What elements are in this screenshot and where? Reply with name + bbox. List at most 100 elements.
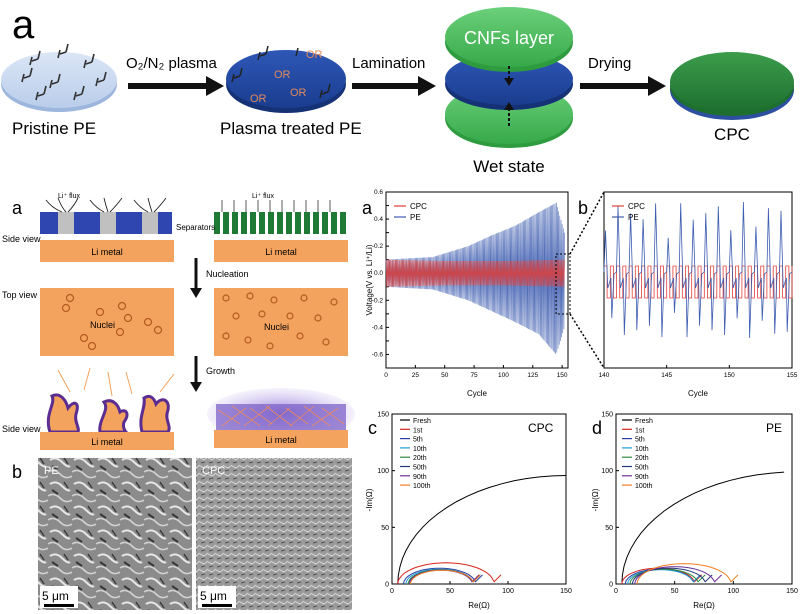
voltage-full-plot: 0 25 50 75 100 125 150 -0.6 -0.4 -0.2 0.0 0.2 0.4 0.6… — [372, 189, 568, 379]
eis-cpc-title: CPC — [528, 421, 554, 435]
scale-label-left: 5 μm — [42, 589, 69, 603]
eis-cpc-ylabel: -Im(Ω) — [365, 488, 374, 511]
li-metal-label-1: Li metal — [91, 247, 123, 257]
voltage-zoom-xtick-label: 140 — [599, 372, 610, 379]
eis-cpc-ytick-label: 50 — [381, 525, 389, 532]
li-metal-left — [40, 240, 174, 262]
scale-box-left — [40, 586, 78, 608]
voltage-full-frame — [385, 191, 569, 369]
plasma-treated-pe-disc: OR OR OR OR — [226, 45, 346, 113]
eis-pe-xtick-label: 150 — [786, 588, 798, 595]
eis-cpc-legend-label: 90th — [413, 474, 427, 481]
svg-text:OR: OR — [274, 69, 291, 81]
voltage-full-ytick-label: -0.4 — [372, 324, 384, 331]
sem-cpc-label: CPC — [202, 465, 225, 477]
scale-label-right: 5 μm — [200, 589, 227, 603]
eis-cpc-series-fresh — [397, 475, 567, 585]
eis-cpc-legend-label: 50th — [413, 465, 427, 472]
eis-cpc-xtick-label: 150 — [560, 588, 572, 595]
arrow3-label: Drying — [588, 55, 631, 72]
eis-pe-ytick-label: 100 — [601, 468, 613, 475]
eis-pe-legend-label: 50th — [635, 465, 649, 472]
sem-cpc-image — [196, 458, 352, 610]
wet-state-stack — [445, 7, 573, 148]
eis-pe-legend-label: 1st — [635, 427, 644, 434]
side-view-label: Side view — [2, 234, 41, 244]
voltage-full-xtick-label: 50 — [441, 372, 449, 379]
eis-cpc-frame — [391, 413, 567, 585]
eis-pe-series-fresh — [621, 471, 785, 585]
dendrites-left — [46, 367, 175, 434]
eis-cpc-xtick-label: 0 — [390, 588, 394, 595]
cpc-separator — [214, 200, 346, 234]
eis-pe-xtick-label: 0 — [614, 588, 618, 595]
voltage-full-series-cpc — [385, 259, 565, 287]
eis-cpc-ytick-label: 100 — [377, 468, 389, 475]
sem-pe-label: PE — [44, 465, 59, 477]
nuclei-right — [222, 292, 338, 350]
eis-pe-series-20th — [629, 568, 706, 585]
eis-pe-series-100th — [636, 563, 739, 585]
voltage-zoom-xtick-label: 145 — [661, 372, 672, 379]
wet-state-label: Wet state — [473, 157, 545, 176]
eis-cpc-ytick-label: 0 — [385, 582, 389, 589]
scale-bar-right — [202, 604, 232, 607]
nuclei-left — [61, 293, 163, 351]
cpc-label: CPC — [714, 125, 750, 144]
eis-cpc-legend-label: 100th — [413, 483, 431, 490]
voltage-full-xtick-label: 0 — [384, 372, 388, 379]
growth-label: Growth — [206, 366, 235, 376]
side-view-label-2: Side view — [2, 424, 41, 434]
voltage-zoom-xtick-label: 150 — [724, 372, 735, 379]
eis-cpc-series-1st — [397, 562, 502, 585]
eis-cpc-ytick-label: 150 — [377, 412, 389, 419]
cnfs-layer-label: CNFs layer — [464, 28, 554, 48]
svg-text:OR: OR — [290, 87, 307, 99]
voltage-full-ylabel: Voltage(V vs. Li⁺/Li) — [365, 244, 374, 315]
eis-cpc-xtick-label: 50 — [446, 588, 454, 595]
scale-box-right — [198, 586, 236, 608]
voltage-zoom-series-pe — [603, 201, 793, 339]
flux-label-left: Li⁺ flux — [58, 193, 80, 200]
svg-text:OR: OR — [306, 49, 323, 61]
zoom-box — [555, 253, 571, 315]
eis-cpc-xtick-label: 100 — [502, 588, 514, 595]
voltage-full-xtick-label: 100 — [498, 372, 509, 379]
eis-cpc-legend-label: 10th — [413, 446, 427, 453]
pristine-pe-label: Pristine PE — [12, 119, 96, 138]
eis-cpc-legend-label: 1st — [413, 427, 422, 434]
eis-pe-legend-label: 100th — [635, 483, 653, 490]
voltage-full-ytick-label: 0.2 — [374, 243, 383, 250]
arrow1-label: O₂/N₂ plasma — [126, 55, 217, 72]
voltage-zoom-plot: 140 145 150 155 CPC PE — [599, 201, 798, 379]
eis-pe-title: PE — [766, 421, 782, 435]
li-metal-right — [214, 240, 348, 262]
voltage-full-xtick-label: 150 — [557, 372, 568, 379]
voltage-full-legend-cpc: CPC — [410, 202, 427, 211]
eis-pe-ytick-label: 0 — [609, 582, 613, 589]
panel-letter-b-sem: b — [12, 462, 22, 482]
eis-pe-legend-label: Fresh — [635, 418, 653, 425]
eis-pe-legend-label: 5th — [635, 437, 645, 444]
svg-text:OR: OR — [250, 93, 267, 105]
eis-pe-series-90th — [634, 566, 722, 585]
eis-cpc-legend-label: 20th — [413, 455, 427, 462]
eis-pe-legend-label: 20th — [635, 455, 649, 462]
eis-pe-legend-label: 10th — [635, 446, 649, 453]
pe-separator — [40, 197, 172, 234]
eis-pe-frame — [615, 413, 793, 585]
cpc-disc — [670, 52, 794, 120]
eis-cpc-series-5th — [403, 567, 483, 585]
li-metal-label-4: Li metal — [265, 435, 297, 445]
scale-bar-left — [44, 604, 74, 607]
eis-cpc-series-100th — [410, 569, 481, 585]
voltage-full-ytick-label: -0.2 — [372, 297, 384, 304]
eis-pe-legend-label: 90th — [635, 474, 649, 481]
voltage-zoom-xtick-label: 155 — [787, 372, 798, 379]
sem-pe-image — [38, 458, 192, 610]
top-view-label: Top view — [2, 290, 38, 300]
pristine-pe-disc — [1, 43, 117, 112]
panel-letter-a-top: a — [12, 3, 35, 47]
voltage-zoom-legend-pe: PE — [628, 213, 639, 222]
